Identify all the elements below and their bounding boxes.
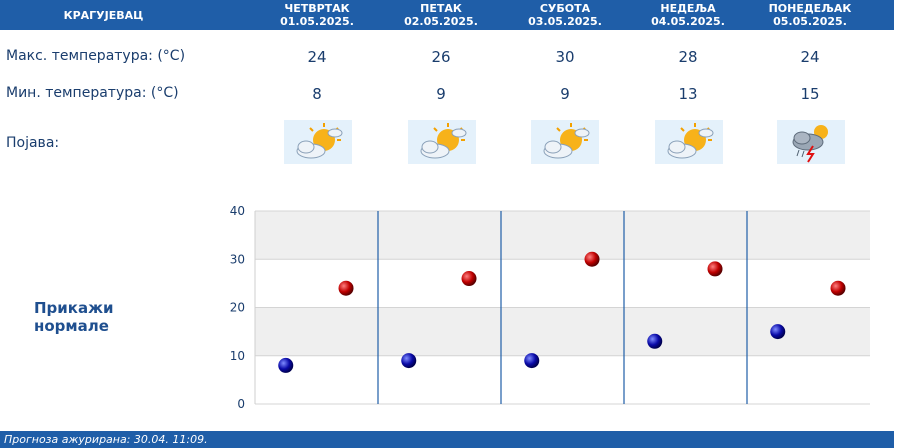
day-name: ПОНЕДЕЉАК (768, 2, 852, 15)
min-temp-label: Мин. температура: (°C) (6, 85, 179, 101)
max-temp-value: 26 (431, 48, 451, 66)
min-temp-value: 8 (312, 85, 322, 103)
max-temp-point (830, 280, 846, 296)
day-name: НЕДЕЉА (660, 2, 716, 15)
day-header-5: ПОНЕДЕЉАК 05.05.2025. (748, 0, 872, 30)
partly-sunny-icon (655, 120, 723, 164)
y-tick-label: 10 (230, 349, 245, 363)
chart-points (278, 251, 846, 373)
forecast-header: КРАГУЈЕВАЦ ЧЕТВРТАК 01.05.2025. ПЕТАК 02… (0, 0, 894, 30)
min-temp-value: 9 (436, 85, 446, 103)
max-temp-value: 30 (555, 48, 575, 66)
day-header-3: СУБОТА 03.05.2025. (503, 0, 627, 30)
day-header-1: ЧЕТВРТАК 01.05.2025. (255, 0, 379, 30)
min-temp-point (770, 324, 786, 340)
day-date: 04.05.2025. (651, 15, 725, 28)
max-temp-value: 28 (678, 48, 698, 66)
y-tick-label: 40 (230, 204, 245, 218)
partly-sunny-icon (408, 120, 476, 164)
y-tick-label: 0 (237, 397, 245, 411)
y-tick-label: 30 (230, 252, 245, 266)
partly-sunny-icon (284, 120, 352, 164)
city-name: КРАГУЈЕВАЦ (63, 8, 144, 22)
temperature-chart: 0 10 20 30 40 (230, 204, 870, 411)
y-tick-label: 20 (230, 301, 245, 315)
grid-band (255, 259, 870, 308)
max-temp-point (338, 280, 354, 296)
chart-grid (254, 210, 870, 405)
max-temp-point (584, 251, 600, 267)
day-header-4: НЕДЕЉА 04.05.2025. (626, 0, 750, 30)
footer-updated: Прогноза ажурирана: 30.04. 11:09. (0, 431, 894, 448)
day-date: 03.05.2025. (528, 15, 602, 28)
grid-band (255, 211, 870, 260)
min-temp-point (524, 353, 540, 369)
chart-bands (255, 211, 870, 404)
day-name: СУБОТА (539, 2, 591, 15)
min-temp-point (278, 357, 294, 373)
day-date: 01.05.2025. (280, 15, 354, 28)
max-temp-value: 24 (800, 48, 820, 66)
phenomenon-label: Појава: (6, 135, 60, 151)
day-date: 02.05.2025. (404, 15, 478, 28)
show-normals-link[interactable]: Прикажи нормале (34, 299, 114, 335)
min-temp-point (401, 353, 417, 369)
min-temp-value: 9 (560, 85, 570, 103)
thunderstorm-icon (777, 120, 845, 164)
day-name: ПЕТАК (420, 2, 462, 15)
grid-band (255, 355, 870, 404)
min-temp-point (647, 333, 663, 349)
min-temp-value: 15 (800, 85, 820, 103)
partly-sunny-icon (531, 120, 599, 164)
grid-band (255, 307, 870, 356)
day-name: ЧЕТВРТАК (284, 2, 350, 15)
day-header-2: ПЕТАК 02.05.2025. (379, 0, 503, 30)
max-temp-point (461, 271, 477, 287)
max-temp-value: 24 (307, 48, 327, 66)
min-temp-value: 13 (678, 85, 698, 103)
max-temp-label: Макс. температура: (°C) (6, 48, 186, 64)
y-axis-ticks: 0 10 20 30 40 (230, 204, 245, 411)
day-date: 05.05.2025. (773, 15, 847, 28)
max-temp-point (707, 261, 723, 277)
